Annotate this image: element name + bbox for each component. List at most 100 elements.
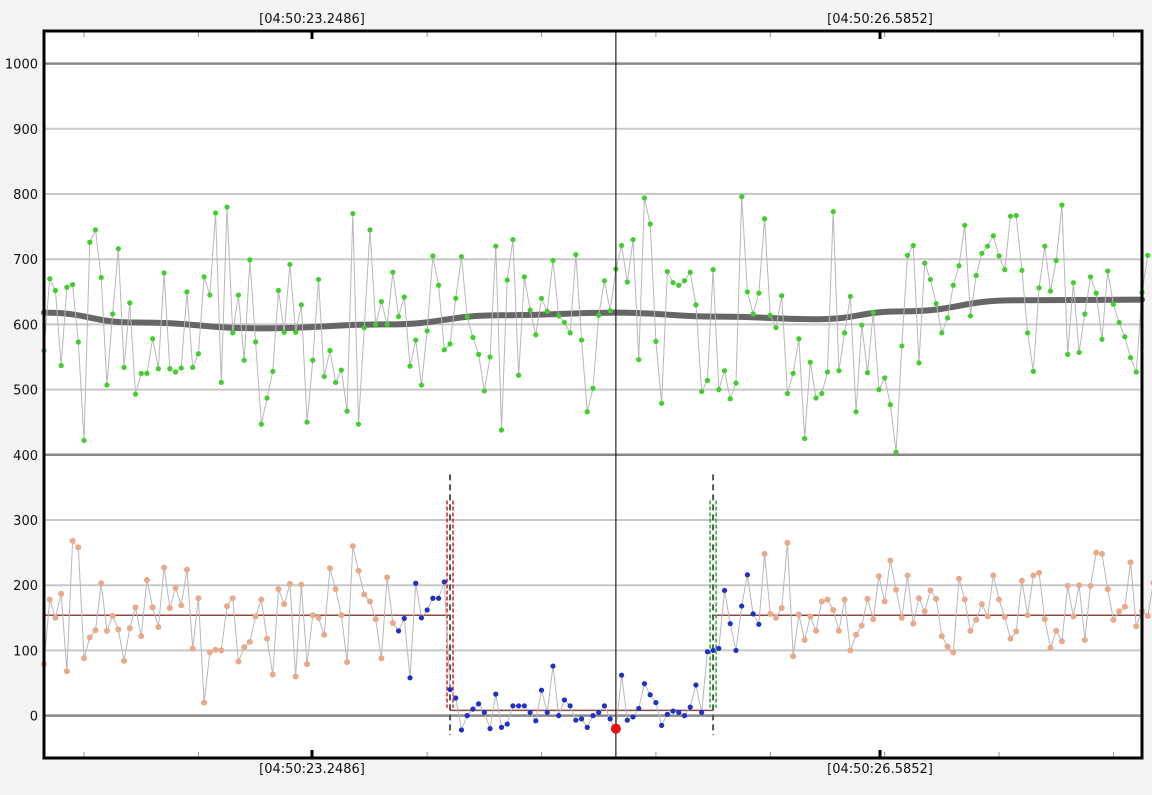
series-1-point bbox=[1019, 267, 1025, 273]
series-1-point bbox=[756, 290, 762, 296]
series-2-point bbox=[407, 675, 413, 681]
series-1-point bbox=[407, 363, 413, 369]
series-2-point bbox=[921, 608, 928, 615]
series-2-point bbox=[338, 612, 345, 619]
series-2-point bbox=[956, 575, 962, 582]
series-1-point bbox=[819, 390, 825, 397]
series-2-point bbox=[206, 649, 213, 656]
series-2-point bbox=[567, 703, 573, 709]
series-1-point bbox=[258, 421, 264, 427]
series-1-point bbox=[556, 313, 562, 319]
series-2-point bbox=[516, 703, 522, 709]
series-1-point bbox=[287, 261, 293, 268]
y-tick-label: 300 bbox=[13, 514, 38, 529]
series-2-point bbox=[670, 708, 676, 714]
series-1-point bbox=[155, 366, 161, 372]
series-1-point bbox=[241, 357, 247, 363]
series-2-point bbox=[996, 596, 1003, 603]
series-1-point bbox=[344, 408, 350, 414]
series-1-point bbox=[596, 312, 602, 318]
series-2-point bbox=[927, 587, 934, 594]
series-2-point bbox=[727, 621, 733, 627]
series-2-point bbox=[201, 699, 208, 706]
series-1-point bbox=[939, 330, 945, 336]
series-2-point bbox=[807, 613, 814, 620]
series-2-point bbox=[1093, 549, 1100, 556]
series-2-point bbox=[447, 686, 453, 693]
series-1-point bbox=[739, 194, 745, 200]
series-2-point bbox=[835, 627, 842, 634]
series-1-point bbox=[487, 354, 493, 360]
series-1-point bbox=[224, 204, 230, 210]
series-1-point bbox=[304, 419, 310, 425]
series-2-point bbox=[1098, 550, 1105, 557]
series-2-point bbox=[1036, 569, 1043, 576]
series-2-point bbox=[281, 601, 288, 608]
series-1-point bbox=[687, 269, 693, 275]
series-2-point bbox=[847, 647, 854, 654]
bottom-time-label-left: [04:50:23.2486] bbox=[259, 762, 365, 777]
series-1-point bbox=[721, 368, 728, 374]
series-1-point bbox=[956, 263, 962, 269]
series-2-point bbox=[915, 595, 922, 602]
series-2-point bbox=[258, 596, 265, 603]
series-2-point bbox=[636, 705, 642, 712]
series-2-point bbox=[664, 711, 670, 717]
y-tick-label: 500 bbox=[13, 384, 38, 399]
series-2-point bbox=[790, 653, 797, 660]
series-1-point bbox=[1025, 330, 1031, 336]
series-2-point bbox=[607, 716, 613, 722]
series-2-point bbox=[961, 596, 968, 603]
series-1-point bbox=[441, 347, 447, 353]
series-1-point bbox=[493, 243, 499, 249]
series-2-point bbox=[481, 709, 487, 715]
series-2-point bbox=[504, 721, 510, 727]
series-1-point bbox=[270, 368, 276, 374]
series-1-point bbox=[784, 390, 791, 397]
series-2-point bbox=[1070, 613, 1077, 620]
series-2-point bbox=[326, 565, 333, 572]
series-1-point bbox=[853, 409, 859, 415]
series-1-point bbox=[967, 313, 974, 319]
series-2-point bbox=[315, 614, 322, 621]
series-2-point bbox=[967, 627, 974, 634]
series-1-point bbox=[275, 287, 282, 294]
series-1-point bbox=[779, 293, 785, 299]
series-1-point bbox=[527, 307, 533, 313]
series-2-point bbox=[590, 713, 596, 719]
series-2-point bbox=[75, 544, 82, 551]
series-1-point bbox=[230, 330, 236, 336]
series-1-point bbox=[647, 221, 653, 227]
series-2-point bbox=[653, 699, 659, 706]
series-1-point bbox=[544, 308, 550, 314]
series-2-point bbox=[229, 595, 236, 602]
series-1-point bbox=[195, 351, 202, 357]
series-1-point bbox=[264, 395, 270, 401]
series-2-point bbox=[1053, 627, 1060, 634]
series-1-point bbox=[430, 253, 436, 259]
series-1-point bbox=[401, 294, 407, 300]
series-1-point bbox=[899, 343, 905, 349]
series-1-point bbox=[92, 227, 99, 233]
selected-point-marker[interactable] bbox=[610, 723, 621, 734]
series-1-point bbox=[150, 336, 156, 342]
series-1-point bbox=[761, 216, 768, 222]
series-1-point bbox=[144, 370, 150, 376]
series-1-point bbox=[373, 321, 379, 328]
series-1-point bbox=[1082, 311, 1088, 317]
series-1-point bbox=[653, 338, 659, 344]
y-tick-label: 1000 bbox=[5, 58, 38, 73]
series-1-point bbox=[338, 367, 344, 373]
series-1-point bbox=[413, 337, 419, 343]
series-2-point bbox=[550, 663, 556, 669]
series-2-point bbox=[950, 649, 957, 656]
series-1-point bbox=[384, 321, 390, 328]
series-2-point bbox=[813, 627, 820, 634]
series-2-point bbox=[218, 647, 225, 654]
series-1-point bbox=[1133, 369, 1139, 375]
series-2-point bbox=[103, 627, 110, 634]
series-2-point bbox=[487, 726, 493, 732]
series-2-point bbox=[1058, 638, 1065, 645]
series-2-point bbox=[538, 687, 545, 693]
